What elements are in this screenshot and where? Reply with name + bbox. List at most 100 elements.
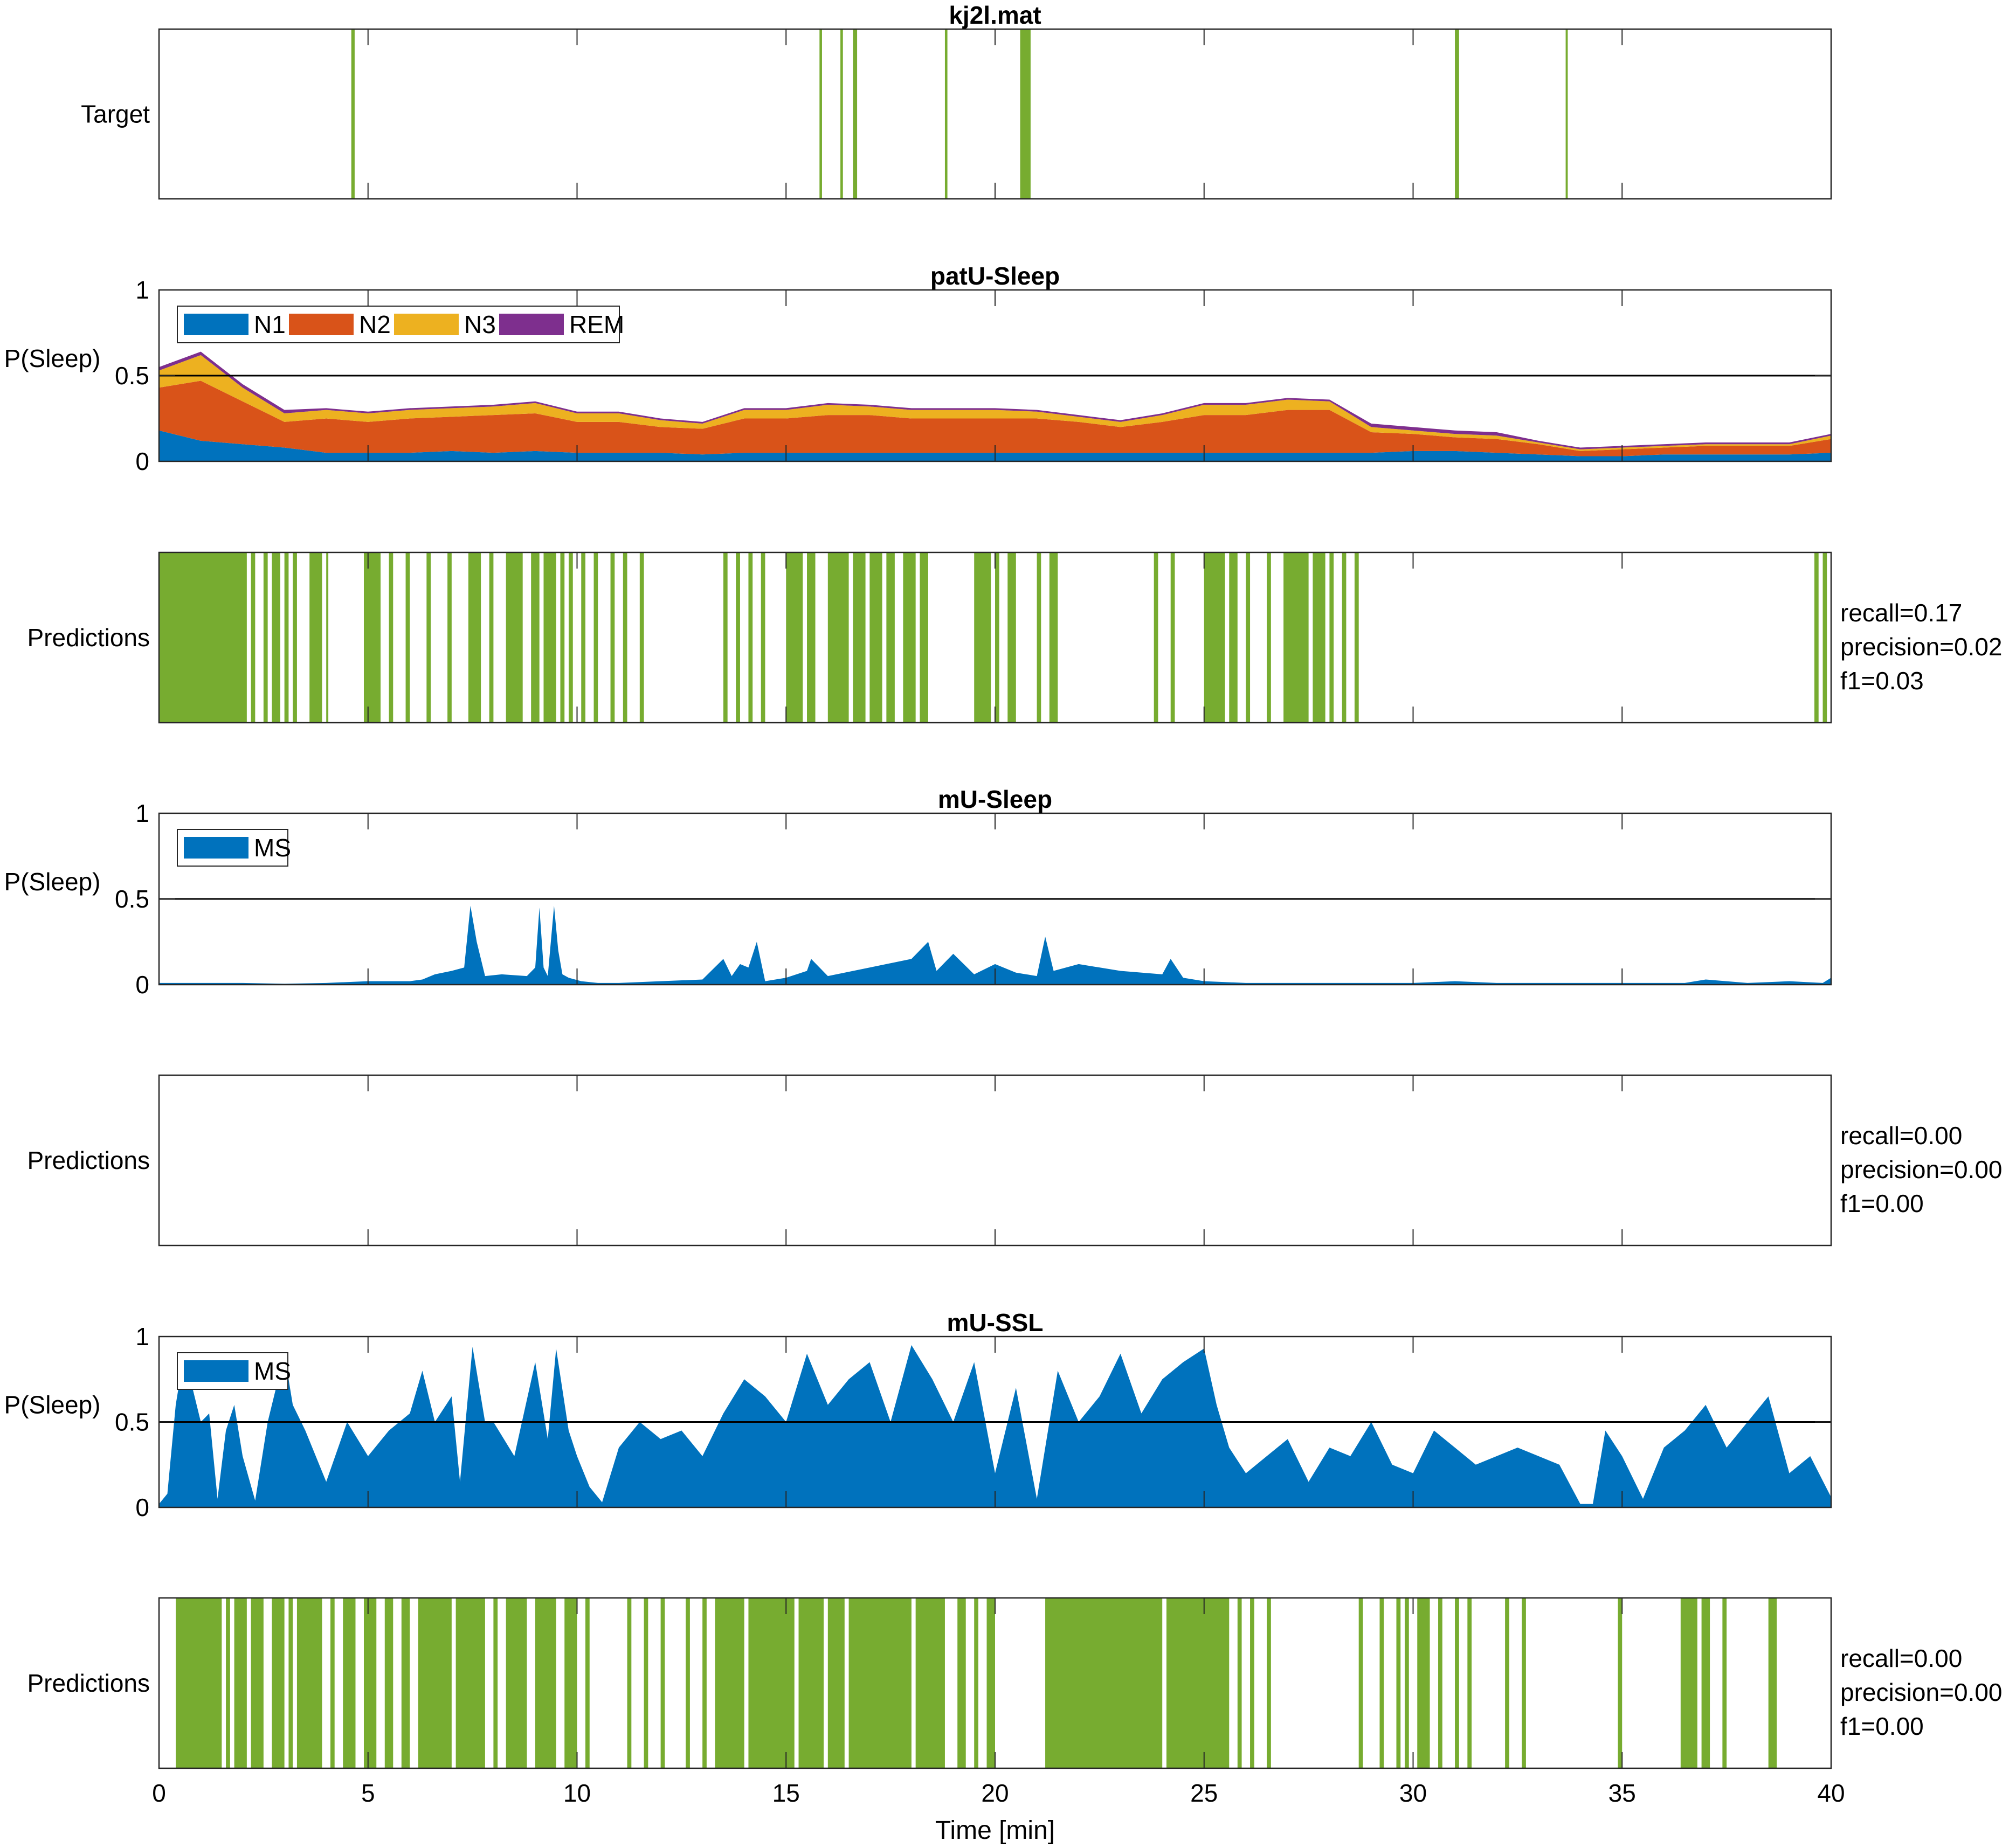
event-bar xyxy=(272,1598,285,1768)
event-bar xyxy=(1342,552,1347,723)
panel-target: Target kj2l.mat xyxy=(81,1,1832,200)
y-axis-label: P(Sleep) xyxy=(4,1391,101,1419)
event-bar xyxy=(761,552,765,723)
area-series-ms xyxy=(159,1345,1831,1507)
y-tick-label: 0.5 xyxy=(115,362,149,390)
x-tick-label: 30 xyxy=(1399,1779,1427,1807)
event-bar xyxy=(853,29,858,199)
y-tick-label: 0 xyxy=(135,447,149,475)
event-bar xyxy=(1170,552,1175,723)
event-bar xyxy=(1154,552,1158,723)
x-tick-label: 35 xyxy=(1608,1779,1636,1807)
event-bar xyxy=(251,552,256,723)
event-bar xyxy=(660,1598,665,1768)
metric-text: f1=0.03 xyxy=(1840,667,1924,695)
event-bar xyxy=(543,552,556,723)
event-bar xyxy=(506,552,523,723)
y-axis-label: Predictions xyxy=(27,1146,150,1174)
x-tick-label: 40 xyxy=(1817,1779,1845,1807)
metric-text: f1=0.00 xyxy=(1840,1189,1924,1217)
axes-box xyxy=(158,812,1832,986)
event-bar xyxy=(1250,1598,1254,1768)
legend-swatch-n2 xyxy=(289,314,354,335)
x-axis-label: Time [min] xyxy=(935,1816,1055,1845)
event-bar xyxy=(506,1598,527,1768)
metric-text: precision=0.00 xyxy=(1840,1155,2002,1183)
event-bar xyxy=(1204,552,1225,723)
x-tick-label: 20 xyxy=(981,1779,1009,1807)
event-bar xyxy=(284,552,289,723)
event-bar xyxy=(748,552,753,723)
event-bar xyxy=(1237,1598,1242,1768)
event-bar xyxy=(1768,1598,1777,1768)
event-bar xyxy=(610,552,615,723)
legend: N1 N2 N3 REM xyxy=(177,306,624,343)
x-tick-label: 15 xyxy=(772,1779,800,1807)
panel-title: patU-Sleep xyxy=(930,262,1060,290)
legend-label-rem: REM xyxy=(569,310,624,338)
event-bar xyxy=(593,552,598,723)
legend-label-ms: MS xyxy=(254,834,291,862)
y-tick-label: 0 xyxy=(135,971,149,999)
event-bar xyxy=(1037,552,1041,723)
axes-box xyxy=(158,289,1832,462)
event-bar xyxy=(736,552,740,723)
event-bar xyxy=(226,1598,230,1768)
event-bar xyxy=(995,552,999,723)
event-bar xyxy=(159,552,247,723)
event-bar xyxy=(326,552,329,723)
event-bar xyxy=(531,552,540,723)
event-bar xyxy=(903,552,916,723)
y-tick-label: 1 xyxy=(135,1323,149,1351)
metric-text: recall=0.00 xyxy=(1840,1644,1962,1672)
event-bar xyxy=(1565,29,1568,199)
event-bar xyxy=(944,29,948,199)
y-axis-label: P(Sleep) xyxy=(4,868,101,896)
panel-mussl-prob: 0 0.5 1 MS P(Sleep) mU-SSL xyxy=(4,1309,1832,1521)
event-bar xyxy=(263,552,268,723)
event-bar xyxy=(468,552,481,723)
legend-swatch-ms xyxy=(184,1360,248,1382)
event-bar xyxy=(1020,29,1031,199)
event-bar xyxy=(915,1598,945,1768)
panel-mu-pred: Predictions recall=0.00 precision=0.00 f1=0… xyxy=(27,1074,2002,1247)
event-bar xyxy=(1438,1598,1442,1768)
event-bar xyxy=(920,552,928,723)
y-tick-label: 0 xyxy=(135,1493,149,1521)
axes-box xyxy=(158,1074,1832,1247)
event-bar xyxy=(1267,1598,1271,1768)
panel-title: mU-Sleep xyxy=(938,785,1052,813)
event-bar xyxy=(644,1598,648,1768)
event-bar xyxy=(1049,552,1058,723)
event-bar xyxy=(384,1598,393,1768)
event-bar xyxy=(585,1598,590,1768)
event-bar xyxy=(1267,552,1271,723)
y-tick-label: 1 xyxy=(135,799,149,827)
axes-box xyxy=(158,28,1832,200)
event-bar xyxy=(1722,1598,1727,1768)
event-bar xyxy=(986,1598,995,1768)
event-bar xyxy=(1045,1598,1163,1768)
event-bar xyxy=(363,552,381,723)
event-bar xyxy=(840,29,843,199)
event-bar xyxy=(1354,552,1359,723)
event-bar xyxy=(827,552,849,723)
event-bar xyxy=(869,552,882,723)
legend-label-n3: N3 xyxy=(464,310,496,338)
legend-label-n1: N1 xyxy=(254,310,286,338)
event-bar xyxy=(568,552,573,723)
event-bar xyxy=(401,1598,410,1768)
event-bar xyxy=(1467,1598,1472,1768)
event-bar xyxy=(1329,552,1334,723)
event-bar xyxy=(807,552,816,723)
event-bar xyxy=(1379,1598,1384,1768)
event-bar xyxy=(351,29,355,199)
metric-text: recall=0.00 xyxy=(1840,1122,1962,1150)
event-bar xyxy=(1358,1598,1363,1768)
axes-box xyxy=(158,1335,1832,1508)
event-bar xyxy=(1701,1598,1710,1768)
event-bar xyxy=(1680,1598,1697,1768)
x-tick-label: 5 xyxy=(361,1779,375,1807)
event-bar xyxy=(1404,1598,1409,1768)
event-bar xyxy=(418,1598,452,1768)
